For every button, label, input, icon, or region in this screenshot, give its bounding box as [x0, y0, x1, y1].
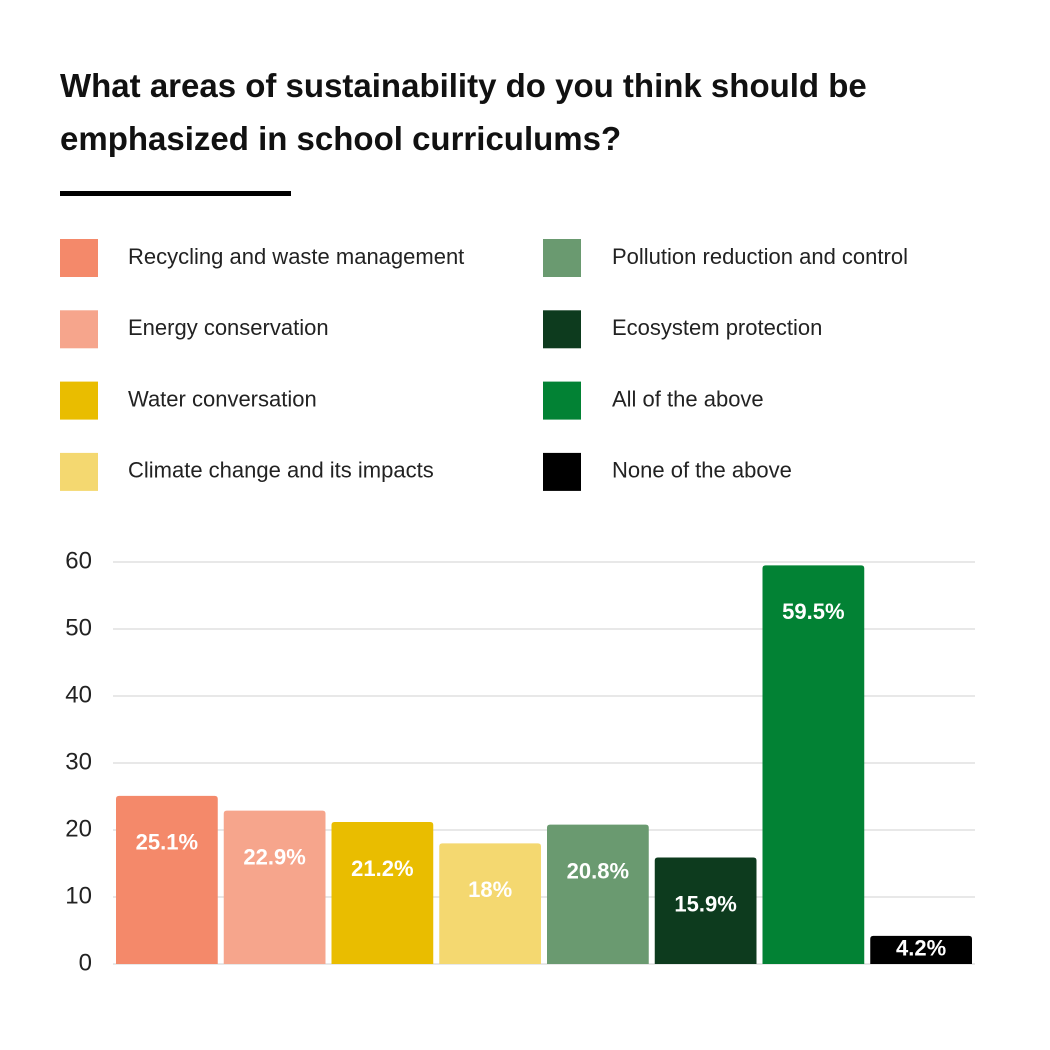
bar: [654, 857, 757, 964]
value-label: 22.9%: [243, 844, 305, 869]
y-tick-label: 30: [65, 748, 92, 775]
y-tick-label: 50: [65, 614, 92, 641]
value-label: 18%: [468, 877, 512, 902]
legend-swatch: [543, 310, 581, 349]
value-label: 59.5%: [782, 599, 844, 624]
value-label: 15.9%: [674, 891, 736, 916]
legend-swatch: [60, 310, 98, 349]
value-label: 21.2%: [351, 856, 413, 881]
y-tick-label: 0: [79, 949, 92, 976]
y-tick-label: 10: [65, 882, 92, 909]
bar: [439, 843, 541, 964]
bar: [331, 821, 434, 964]
bar: [870, 935, 972, 964]
chart-title: What areas of sustainability do you thin…: [60, 67, 867, 104]
value-label: 20.8%: [567, 858, 629, 883]
legend-label: Recycling and waste management: [128, 244, 464, 269]
value-label: 4.2%: [896, 936, 946, 961]
chart-title: emphasized in school curriculums?: [60, 120, 621, 157]
legend-label: Water conversation: [128, 386, 317, 411]
legend-swatch: [60, 452, 98, 491]
bar: [547, 824, 649, 964]
legend-swatch: [60, 381, 98, 420]
bar: [116, 795, 218, 964]
legend-swatch: [60, 239, 98, 277]
legend-label: Climate change and its impacts: [128, 458, 434, 483]
y-tick-label: 40: [65, 681, 92, 708]
title-underline: [60, 191, 291, 196]
legend-label: None of the above: [612, 458, 792, 483]
y-tick-label: 20: [65, 815, 92, 842]
legend-label: All of the above: [612, 386, 764, 411]
legend-label: Pollution reduction and control: [612, 244, 908, 269]
bar: [223, 810, 326, 964]
legend-swatch: [543, 239, 581, 277]
legend-swatch: [543, 381, 581, 420]
legend-label: Ecosystem protection: [612, 315, 822, 340]
legend-label: Energy conservation: [128, 315, 329, 340]
bar: [762, 565, 865, 964]
legend-swatch: [543, 452, 581, 491]
value-label: 25.1%: [136, 830, 198, 855]
y-tick-label: 60: [65, 547, 92, 574]
